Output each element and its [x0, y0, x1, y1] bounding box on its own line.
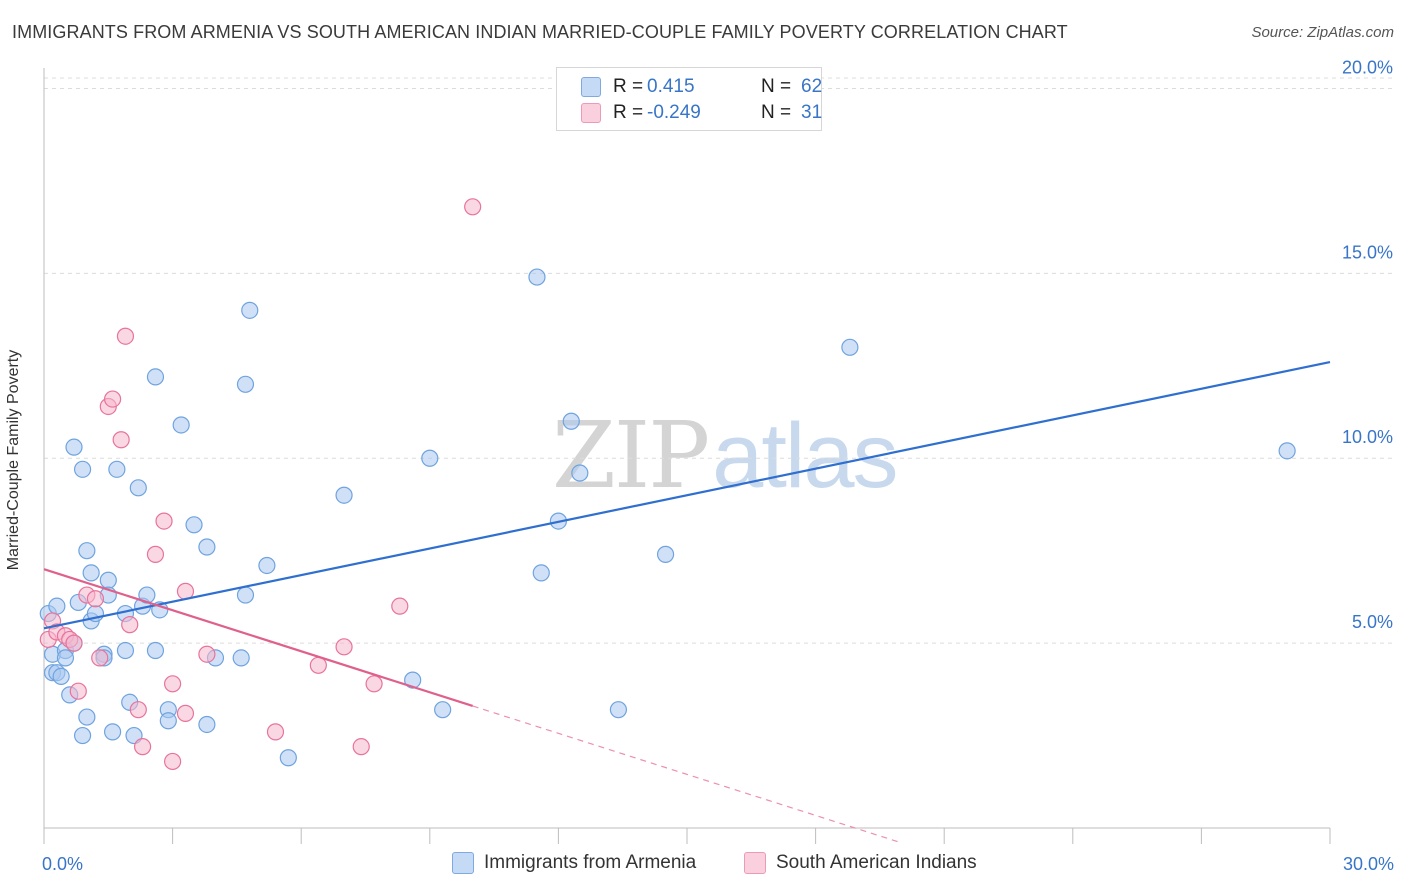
point-south-american-indian: [391, 597, 409, 615]
point-armenia: [335, 486, 353, 504]
point-south-american-indian: [65, 634, 83, 652]
trend-line-south-american-indians: [43, 568, 474, 708]
y-tick-label: 15.0%: [1342, 242, 1393, 262]
legend-n-label: N =: [761, 76, 792, 97]
point-south-american-indian: [103, 390, 122, 408]
point-armenia: [103, 723, 122, 741]
point-south-american-indian: [164, 752, 182, 771]
point-south-american-indian: [365, 675, 383, 693]
bottom-legend-armenia: Immigrants from Armenia: [452, 852, 696, 874]
point-south-american-indian: [352, 738, 370, 756]
point-south-american-indian: [116, 327, 135, 345]
trend-line-armenia: [43, 361, 1331, 630]
point-armenia: [421, 449, 439, 467]
point-armenia: [48, 597, 66, 615]
bottom-legend-label-armenia: Immigrants from Armenia: [484, 852, 697, 873]
point-armenia: [172, 416, 190, 434]
bottom-legend-swatch-armenia: [452, 852, 474, 874]
point-south-american-indian: [121, 616, 139, 634]
legend-n-value: 62: [801, 76, 823, 97]
point-armenia: [241, 301, 259, 319]
point-armenia: [198, 715, 216, 734]
point-south-american-indian: [86, 590, 105, 608]
point-armenia: [609, 701, 628, 719]
point-armenia: [562, 412, 580, 430]
point-south-american-indian: [155, 512, 173, 530]
point-south-american-indian: [129, 701, 147, 719]
x-tick-label-max: 30.0%: [1343, 854, 1394, 874]
point-south-american-indian: [309, 656, 327, 674]
point-south-american-indian: [146, 545, 165, 563]
y-tick-label: 20.0%: [1342, 57, 1393, 77]
point-armenia: [528, 268, 546, 286]
point-south-american-indian: [133, 738, 152, 756]
legend-swatch-armenia: [581, 77, 601, 97]
point-armenia: [185, 516, 203, 534]
point-armenia: [116, 641, 135, 660]
point-south-american-indian: [176, 704, 195, 722]
bottom-legend-south-american-indians: South American Indians: [744, 852, 977, 874]
point-south-american-indian: [112, 431, 130, 449]
watermark-atlas: atlas: [712, 405, 898, 507]
point-armenia: [129, 479, 147, 497]
source-label: Source: ZipAtlas.com: [1251, 24, 1394, 41]
point-armenia: [434, 701, 452, 719]
point-armenia: [78, 708, 96, 726]
data-points: [39, 198, 1296, 771]
point-armenia: [236, 375, 255, 393]
legend-r-value: -0.249: [647, 102, 701, 123]
watermark: ZIPatlas: [552, 402, 899, 509]
point-armenia: [656, 545, 675, 563]
point-south-american-indian: [464, 198, 482, 216]
point-armenia: [99, 571, 117, 589]
point-armenia: [108, 460, 126, 478]
gridlines: [44, 77, 1392, 644]
point-south-american-indian: [164, 675, 182, 693]
y-axis-label: Married-Couple Family Poverty: [5, 349, 22, 571]
point-armenia: [532, 564, 550, 582]
tick-labels: 5.0% 10.0% 15.0% 20.0% 0.0% 30.0%: [42, 57, 1394, 874]
point-armenia: [73, 726, 92, 745]
point-armenia: [1278, 442, 1296, 460]
point-armenia: [571, 464, 589, 482]
point-armenia: [82, 564, 100, 582]
trend-lines: [43, 361, 1331, 843]
point-armenia: [146, 368, 165, 386]
axes: [43, 68, 1331, 844]
legend-n-value: 31: [801, 102, 823, 123]
trend-line-south-american-indians-extrapolated: [472, 705, 900, 843]
point-armenia: [146, 641, 165, 660]
point-armenia: [232, 649, 250, 667]
legend-n-label: N =: [761, 102, 792, 123]
point-south-american-indian: [266, 723, 285, 741]
point-armenia: [279, 749, 297, 767]
legend-r-value: 0.415: [647, 76, 695, 97]
legend-r-label: R =: [613, 102, 644, 123]
point-armenia: [52, 667, 70, 686]
point-south-american-indian: [69, 682, 87, 700]
point-armenia: [404, 671, 422, 689]
point-south-american-indian: [335, 638, 353, 656]
chart-title: IMMIGRANTS FROM ARMENIA VS SOUTH AMERICA…: [12, 22, 1068, 42]
point-armenia: [841, 338, 859, 356]
legend-swatch-south-american-indians: [581, 103, 601, 123]
bottom-legend-swatch-south-american-indians: [744, 852, 766, 874]
point-armenia: [258, 556, 276, 575]
point-armenia: [56, 649, 75, 667]
bottom-legend-label-south-american-indians: South American Indians: [776, 852, 977, 873]
point-armenia: [236, 586, 255, 604]
correlation-legend: R = 0.415 N = 62 R = -0.249 N = 31: [556, 67, 822, 131]
point-armenia: [65, 438, 83, 456]
point-south-american-indian: [198, 645, 216, 663]
point-armenia: [159, 712, 177, 730]
point-armenia: [78, 542, 96, 560]
legend-r-label: R =: [613, 76, 644, 97]
point-armenia: [73, 460, 92, 478]
y-tick-label: 10.0%: [1342, 427, 1393, 447]
x-tick-label-min: 0.0%: [42, 854, 83, 874]
point-south-american-indian: [91, 649, 109, 667]
y-tick-label: 5.0%: [1352, 612, 1393, 632]
point-armenia: [198, 538, 216, 556]
